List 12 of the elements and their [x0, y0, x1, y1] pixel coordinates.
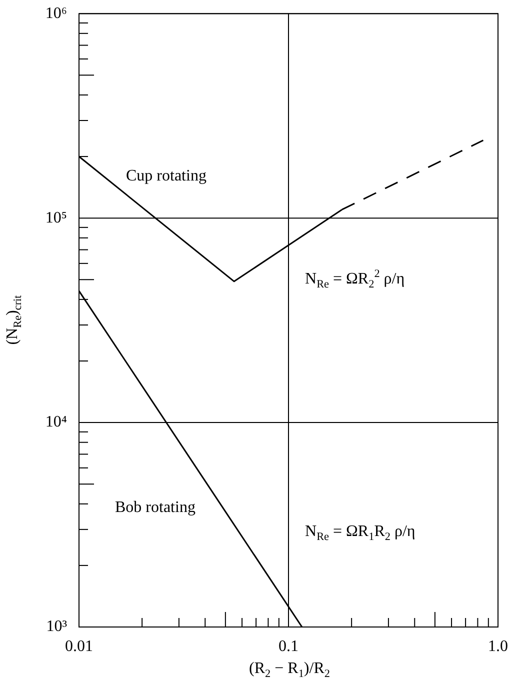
- x-tick-label: 1.0: [488, 638, 508, 655]
- annotation: N$_{Re}$ = ΩR$_{2}$$^{2}$ ρ/η: [305, 268, 405, 291]
- annotation: N$_{Re}$ = ΩR$_{1}$R$_{2}$ ρ/η: [305, 523, 416, 544]
- y-tick-label: 10³: [46, 618, 68, 636]
- y-tick-label: 10⁵: [45, 209, 67, 226]
- series-label: Cup rotating: [126, 168, 206, 185]
- x-tick-label: 0.01: [65, 638, 93, 655]
- series-label: Bob rotating: [115, 499, 196, 516]
- y-tick-label: 10⁶: [45, 4, 67, 22]
- x-axis-title: (R$_{2}$ − R$_{1}$)/R$_{2}$: [248, 660, 331, 680]
- y-tick-label: 10⁴: [45, 414, 68, 431]
- x-tick-label: 0.1: [278, 638, 298, 655]
